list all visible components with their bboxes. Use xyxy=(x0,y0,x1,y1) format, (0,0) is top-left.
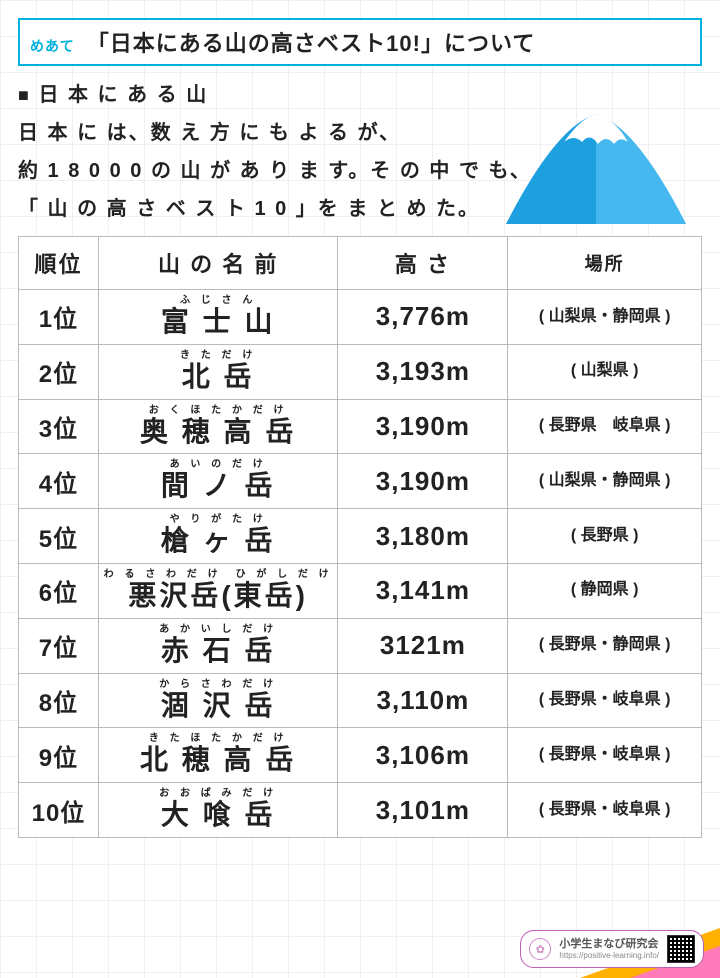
cell-rank: 1位 xyxy=(19,290,99,345)
cell-location: ( 長野県 岐阜県 ) xyxy=(508,399,702,454)
furigana: ふ じ さ ん xyxy=(161,296,276,306)
intro-block: ■ 日 本 に あ る 山 日 本 に は、数 え 方 に も よ る が、 約… xyxy=(18,76,702,228)
intro-heading-text: 日 本 に あ る 山 xyxy=(38,84,208,106)
furigana: き た だ け xyxy=(180,351,256,361)
mountain-name: 大 喰 岳 xyxy=(159,800,277,831)
cell-rank: 6位 xyxy=(19,563,99,618)
table-row: 2位き た だ け北 岳3,193m( 山梨県 ) xyxy=(19,344,702,399)
cell-height: 3,180m xyxy=(338,509,508,564)
cell-name: あ い の だ け間 ノ 岳 xyxy=(98,454,338,509)
cell-name: き た ほ た か だ け北 穂 高 岳 xyxy=(98,728,338,783)
badge-text: 小学生まなび研究会 https://positive-learning.info… xyxy=(559,938,659,961)
cell-rank: 8位 xyxy=(19,673,99,728)
cell-location: ( 長野県・静岡県 ) xyxy=(508,618,702,673)
col-header-height: 高 さ xyxy=(338,237,508,290)
cell-name: か ら さ わ だ け涸 沢 岳 xyxy=(98,673,338,728)
cell-rank: 4位 xyxy=(19,454,99,509)
mountain-name: 富 士 山 xyxy=(161,307,276,338)
cell-rank: 9位 xyxy=(19,728,99,783)
furigana: あ い の だ け xyxy=(161,460,276,470)
mountain-name: 奥 穂 高 岳 xyxy=(140,417,296,448)
cell-height: 3,110m xyxy=(338,673,508,728)
qr-code-icon xyxy=(667,935,695,963)
furigana: き た ほ た か だ け xyxy=(140,734,296,744)
table-row: 7位あ か い し だ け赤 石 岳3121m( 長野県・静岡県 ) xyxy=(19,618,702,673)
footer-badge: ✿ 小学生まなび研究会 https://positive-learning.in… xyxy=(520,930,704,968)
intro-line-2: 約 1 8 0 0 0 の 山 が あ り ま す。そ の 中 で も、 xyxy=(18,152,702,190)
title-label: めあて xyxy=(30,36,75,56)
table-row: 1位ふ じ さ ん富 士 山3,776m( 山梨県・静岡県 ) xyxy=(19,290,702,345)
cell-location: ( 長野県 ) xyxy=(508,509,702,564)
mountain-name: 悪沢岳(東岳) xyxy=(104,581,333,612)
mountain-name: 北 岳 xyxy=(180,362,256,393)
furigana: あ か い し だ け xyxy=(159,625,277,635)
cell-rank: 10位 xyxy=(19,783,99,838)
mountain-name: 北 穂 高 岳 xyxy=(140,745,296,776)
cell-height: 3,776m xyxy=(338,290,508,345)
cell-name: わ る さ わ だ け ひ が し だ け悪沢岳(東岳) xyxy=(98,563,338,618)
intro-line-3: 「 山 の 高 さ ベ ス ト 1 0 」を ま と め た。 xyxy=(18,190,702,228)
table-row: 8位か ら さ わ だ け涸 沢 岳3,110m( 長野県・岐阜県 ) xyxy=(19,673,702,728)
cell-name: お お ば み だ け大 喰 岳 xyxy=(98,783,338,838)
cell-name: や り が た け槍 ヶ 岳 xyxy=(98,509,338,564)
col-header-location: 場所 xyxy=(508,237,702,290)
title-box: めあて 「日本にある山の高さベスト10!」について xyxy=(18,18,702,66)
cell-name: き た だ け北 岳 xyxy=(98,344,338,399)
cell-height: 3,190m xyxy=(338,454,508,509)
mountain-name: 涸 沢 岳 xyxy=(159,691,277,722)
cell-location: ( 長野県・岐阜県 ) xyxy=(508,783,702,838)
cell-location: ( 山梨県 ) xyxy=(508,344,702,399)
mountain-name: 赤 石 岳 xyxy=(159,636,277,667)
cell-location: ( 静岡県 ) xyxy=(508,563,702,618)
furigana: か ら さ わ だ け xyxy=(159,680,277,690)
cell-rank: 3位 xyxy=(19,399,99,454)
cell-location: ( 長野県・岐阜県 ) xyxy=(508,673,702,728)
cell-height: 3,190m xyxy=(338,399,508,454)
cell-height: 3,193m xyxy=(338,344,508,399)
cell-height: 3,141m xyxy=(338,563,508,618)
badge-org: 小学生まなび研究会 xyxy=(559,938,659,951)
title-text: 「日本にある山の高さベスト10!」について xyxy=(87,26,536,58)
mountain-table: 順位 山 の 名 前 高 さ 場所 1位ふ じ さ ん富 士 山3,776m( … xyxy=(18,236,702,838)
mountain-name: 槍 ヶ 岳 xyxy=(161,526,276,557)
table-row: 10位お お ば み だ け大 喰 岳3,101m( 長野県・岐阜県 ) xyxy=(19,783,702,838)
table-header-row: 順位 山 の 名 前 高 さ 場所 xyxy=(19,237,702,290)
furigana: お お ば み だ け xyxy=(159,789,277,799)
cell-height: 3121m xyxy=(338,618,508,673)
table-row: 6位わ る さ わ だ け ひ が し だ け悪沢岳(東岳)3,141m( 静岡… xyxy=(19,563,702,618)
intro-heading: ■ 日 本 に あ る 山 xyxy=(18,76,702,114)
table-row: 5位や り が た け槍 ヶ 岳3,180m( 長野県 ) xyxy=(19,509,702,564)
table-row: 3位お く ほ た か だ け奥 穂 高 岳3,190m( 長野県 岐阜県 ) xyxy=(19,399,702,454)
table-row: 4位あ い の だ け間 ノ 岳3,190m( 山梨県・静岡県 ) xyxy=(19,454,702,509)
cell-location: ( 山梨県・静岡県 ) xyxy=(508,454,702,509)
furigana: お く ほ た か だ け xyxy=(140,406,296,416)
cell-rank: 5位 xyxy=(19,509,99,564)
furigana: や り が た け xyxy=(161,515,276,525)
cell-name: あ か い し だ け赤 石 岳 xyxy=(98,618,338,673)
square-bullet: ■ xyxy=(18,85,31,105)
intro-line-1: 日 本 に は、数 え 方 に も よ る が、 xyxy=(18,114,702,152)
cell-height: 3,106m xyxy=(338,728,508,783)
cell-location: ( 長野県・岐阜県 ) xyxy=(508,728,702,783)
cell-name: ふ じ さ ん富 士 山 xyxy=(98,290,338,345)
cell-location: ( 山梨県・静岡県 ) xyxy=(508,290,702,345)
col-header-name: 山 の 名 前 xyxy=(98,237,338,290)
cell-rank: 2位 xyxy=(19,344,99,399)
col-header-rank: 順位 xyxy=(19,237,99,290)
table-row: 9位き た ほ た か だ け北 穂 高 岳3,106m( 長野県・岐阜県 ) xyxy=(19,728,702,783)
mountain-name: 間 ノ 岳 xyxy=(161,471,276,502)
cell-rank: 7位 xyxy=(19,618,99,673)
badge-url: https://positive-learning.info/ xyxy=(559,951,659,961)
badge-logo-icon: ✿ xyxy=(529,938,551,960)
cell-height: 3,101m xyxy=(338,783,508,838)
cell-name: お く ほ た か だ け奥 穂 高 岳 xyxy=(98,399,338,454)
furigana: わ る さ わ だ け ひ が し だ け xyxy=(104,570,333,580)
